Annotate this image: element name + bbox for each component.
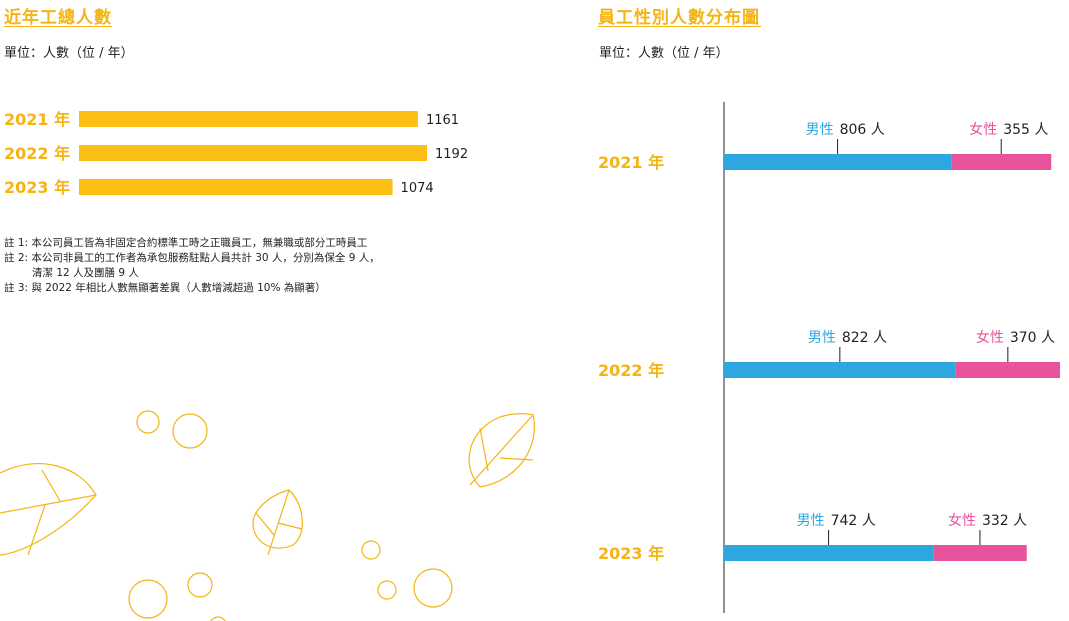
note-2-continued: 清潔 12 人及團膳 9 人 [32,267,139,279]
decor-circle [172,413,208,449]
female-series-label: 女性 [976,329,1004,346]
leaf-icon [252,489,303,556]
gender-year-label: 2022 年 [598,361,664,380]
total-staff-chart: 2021 年 1161 2022 年 1192 2023 年 1074 [0,100,520,210]
male-value-label: 822 人 [842,330,887,346]
total-staff-unit: 單位：人數（位 / 年） [4,46,134,61]
female-value-label: 355 人 [1003,122,1048,138]
male-value-label: 742 人 [831,513,876,529]
decor-circle [187,572,213,598]
total-staff-bar-chart: 2021 年 1161 2022 年 1192 2023 年 1074 [4,110,468,197]
gender-year-label: 2021 年 [598,153,664,172]
note-3: 註 3: 與 2022 年相比人數無顯著差異（人數增減超過 10% 為顯著） [4,282,326,294]
notes: 註 1: 本公司員工皆為非固定合約標準工時之正職員工，無兼職或部分工時員工 註 … [4,236,380,296]
leaf-icon [468,413,535,488]
decor-circle [210,616,226,621]
female-series-label: 女性 [969,121,997,138]
female-bar-segment [955,362,1060,378]
leaf-icon [0,463,97,556]
decor-circle [361,540,381,560]
total-staff-value-label: 1192 [435,147,468,162]
total-staff-title-underline [4,26,112,27]
female-bar-segment [951,154,1052,170]
female-series-label: 女性 [948,512,976,529]
gender-distribution-unit: 單位：人數（位 / 年） [599,46,729,61]
male-series-label: 男性 [808,330,836,346]
female-value-label: 332 人 [982,513,1027,529]
year-label: 2023 年 [4,178,70,197]
decor-circle [377,580,397,600]
year-label: 2022 年 [4,144,70,163]
total-staff-bar [79,145,427,161]
gender-year-label: 2023 年 [598,544,664,563]
year-label: 2021 年 [4,110,70,129]
male-bar-segment [724,154,952,170]
total-staff-title: 近年工總人數 [4,8,112,28]
total-staff-value-label: 1161 [426,113,459,128]
total-staff-bar [79,179,393,195]
decor-circle [128,579,168,619]
female-value-label: 370 人 [1010,330,1055,346]
gender-stacked-bar-chart: 2021 年男性 806 人女性 355 人2022 年男性 822 人女性 370 人… [598,102,1060,613]
decor-circle [413,568,453,608]
male-bar-segment [724,362,956,378]
female-bar-segment [933,545,1027,561]
total-staff-bar [79,111,418,127]
decorative-leaf-illustration [0,410,535,621]
male-bar-segment [724,545,934,561]
decor-circle [136,410,160,434]
male-value-label: 806 人 [840,122,885,138]
gender-distribution-title: 員工性別人數分布圖 [598,8,760,28]
male-series-label: 男性 [797,513,825,529]
note-2: 註 2: 本公司非員工的工作者為承包服務駐點人員共計 30 人，分別為保全 9 … [4,252,380,264]
gender-distribution-title-underline [598,26,761,27]
male-series-label: 男性 [806,122,834,138]
note-1: 註 1: 本公司員工皆為非固定合約標準工時之正職員工，無兼職或部分工時員工 [4,237,368,249]
total-staff-value-label: 1074 [401,181,434,196]
